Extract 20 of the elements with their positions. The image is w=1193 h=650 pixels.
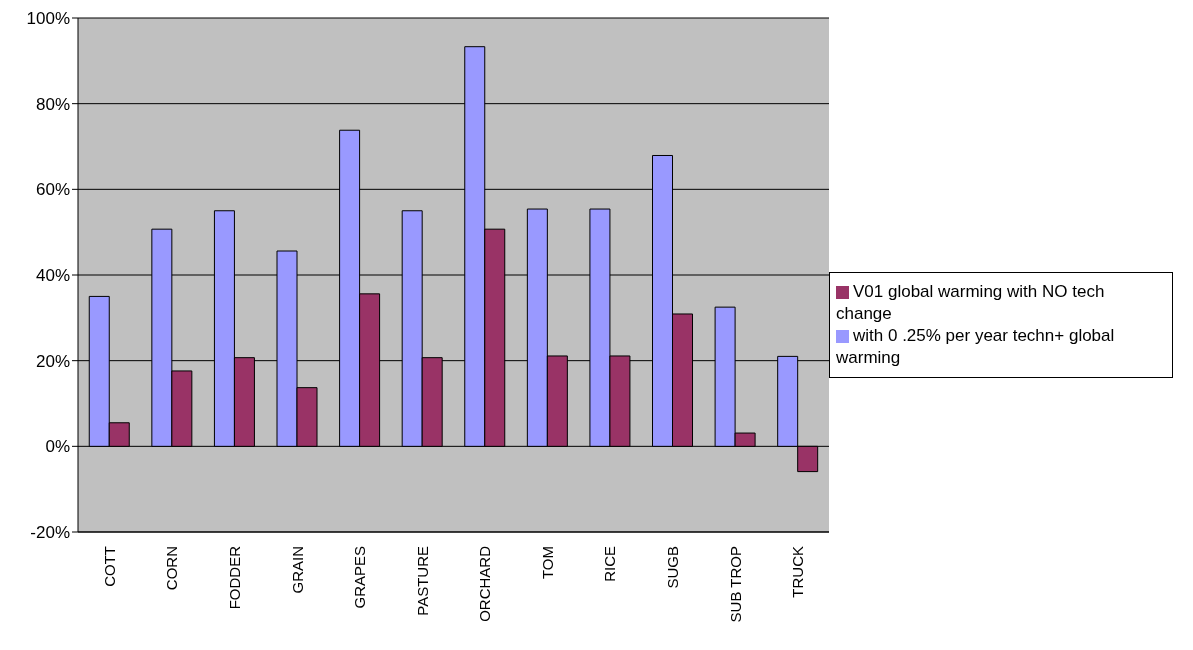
x-tick-label: TRUCK bbox=[789, 546, 807, 598]
x-tick-label: GRAIN bbox=[288, 546, 306, 594]
x-tick-label: CORN bbox=[163, 546, 181, 591]
y-tick-label: 20% bbox=[35, 351, 70, 371]
x-tick-label: TOM bbox=[538, 546, 556, 580]
x-tick-label: GRAPES bbox=[351, 546, 369, 609]
y-tick-label: 0% bbox=[45, 437, 70, 457]
x-tick-label: PASTURE bbox=[413, 546, 431, 616]
y-tick-label: 60% bbox=[35, 180, 70, 200]
x-tick-label: FODDER bbox=[225, 545, 243, 610]
y-tick-label: 80% bbox=[35, 94, 70, 114]
x-tick-label: SUB TROP bbox=[726, 546, 744, 623]
x-tick-label: ORCHARD bbox=[476, 545, 494, 622]
y-tick-label: 40% bbox=[35, 266, 70, 286]
legend-label: with 0 .25% per year techn+ global warming bbox=[836, 326, 1115, 367]
y-tick-label: -20% bbox=[30, 523, 70, 543]
x-tick-label: RICE bbox=[601, 546, 619, 582]
y-tick-label: 100% bbox=[26, 9, 70, 29]
x-tick-label: SUGB bbox=[664, 546, 682, 589]
x-tick-label: COTT bbox=[100, 546, 118, 587]
